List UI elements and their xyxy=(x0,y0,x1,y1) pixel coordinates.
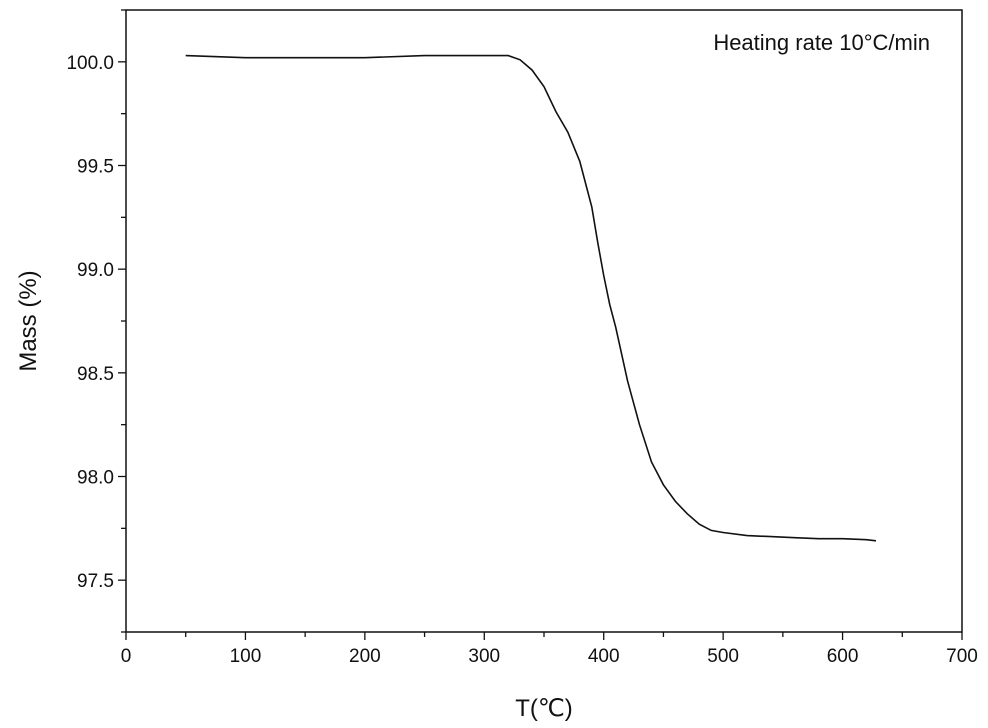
y-tick-label: 99.0 xyxy=(77,260,114,281)
x-tick-label: 400 xyxy=(588,646,620,667)
x-axis-title: T(℃) xyxy=(515,695,573,722)
axis-tick-labels: 0 100 200 300 400 500 600 700 97.5 98.0 98.5 99.0 99… xyxy=(66,53,977,667)
mass-curve xyxy=(185,54,877,542)
y-tick-label: 98.0 xyxy=(77,468,114,489)
x-tick-label: 0 xyxy=(121,646,132,667)
y-tick-label: 99.5 xyxy=(77,157,114,178)
y-tick-label: 100.0 xyxy=(66,53,114,74)
y-tick-label: 97.5 xyxy=(77,571,114,592)
x-tick-label: 500 xyxy=(707,646,739,667)
y-axis-title: Mass (%) xyxy=(15,270,42,371)
y-tick-label: 98.5 xyxy=(77,364,114,385)
axis-ticks xyxy=(118,9,963,640)
x-tick-label: 700 xyxy=(946,646,978,667)
annotation-text: Heating rate 10°C/min xyxy=(713,30,930,55)
x-tick-label: 600 xyxy=(827,646,859,667)
x-tick-label: 200 xyxy=(349,646,381,667)
x-tick-label: 100 xyxy=(230,646,262,667)
x-tick-label: 300 xyxy=(468,646,500,667)
